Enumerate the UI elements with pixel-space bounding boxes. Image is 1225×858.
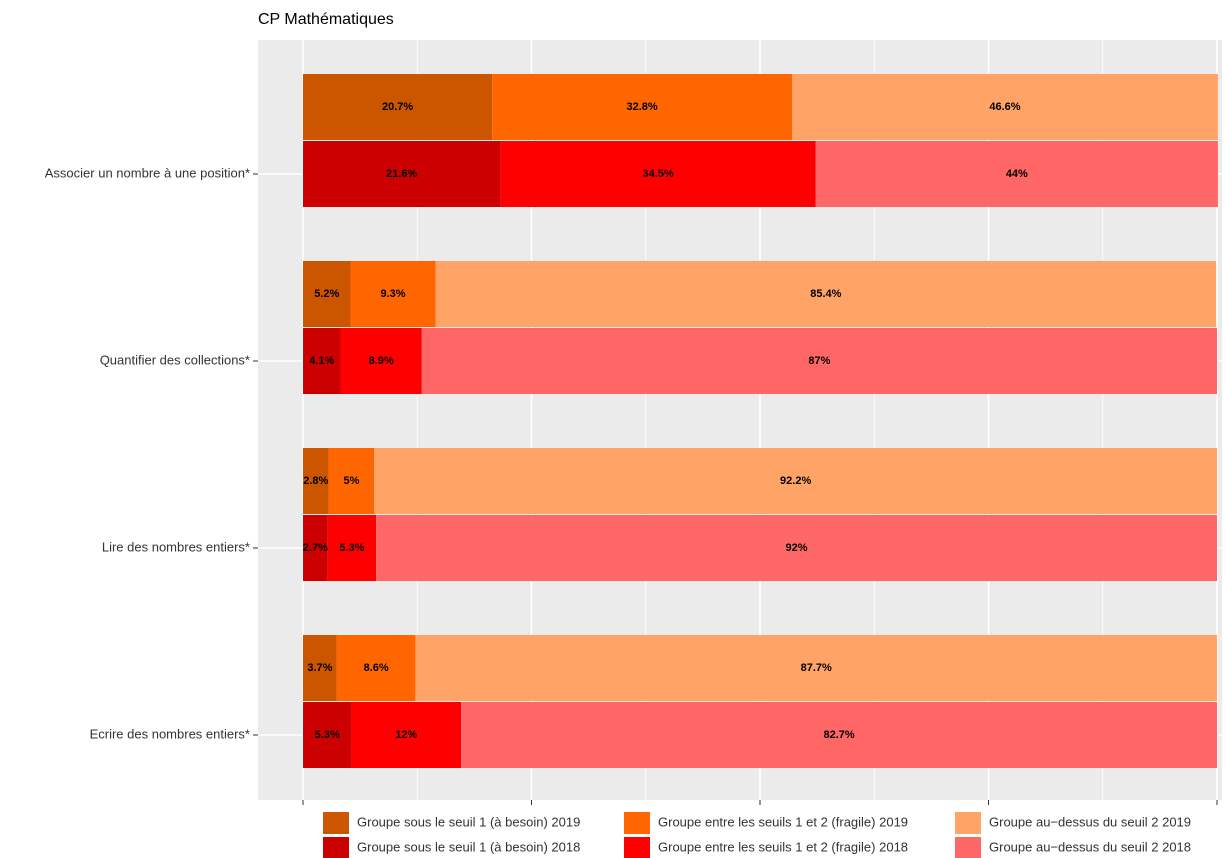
bar-segment (303, 635, 337, 701)
bar-segment (303, 515, 328, 581)
value-label: 44% (1006, 168, 1028, 180)
y-tick-label: Ecrire des nombres entiers* (90, 726, 250, 741)
bar-segment (421, 328, 1217, 394)
value-label: 8.6% (364, 662, 389, 674)
chart-title: CP Mathématiques (258, 11, 394, 28)
value-label: 87.7% (801, 662, 832, 674)
legend-label: Groupe entre les seuils 1 et 2 (fragile)… (658, 839, 908, 854)
legend-key (624, 812, 650, 834)
value-label: 92% (786, 542, 808, 554)
bar-segment (350, 261, 436, 327)
bar-segment (815, 141, 1218, 207)
bar-segment (336, 635, 416, 701)
value-label: 5.3% (315, 729, 340, 741)
bar-segment (374, 448, 1217, 514)
bar-segment (435, 261, 1217, 327)
value-label: 5% (343, 475, 359, 487)
legend-key (323, 812, 349, 834)
bar-segment (327, 515, 377, 581)
bar-segment (303, 141, 501, 207)
bar-segment (492, 74, 792, 140)
value-label: 8.9% (369, 355, 394, 367)
bar-segment (351, 702, 462, 768)
value-label: 87% (808, 355, 830, 367)
legend-key (955, 812, 981, 834)
value-label: 85.4% (810, 288, 841, 300)
bar-segment (500, 141, 816, 207)
bar-segment (340, 328, 422, 394)
value-label: 2.8% (303, 475, 328, 487)
bar-segment (303, 328, 341, 394)
legend-label: Groupe sous le seuil 1 (à besoin) 2019 (357, 814, 580, 829)
bar-segment (303, 448, 329, 514)
bar-segment (791, 74, 1218, 140)
value-label: 5.2% (314, 288, 339, 300)
bar-segment (303, 74, 493, 140)
legend-key (323, 837, 349, 858)
value-label: 92.2% (780, 475, 811, 487)
y-tick-label: Lire des nombres entiers* (102, 539, 250, 554)
bar-segment (415, 635, 1217, 701)
bar-segment (376, 515, 1217, 581)
value-label: 4.1% (309, 355, 334, 367)
value-label: 5.3% (339, 542, 364, 554)
value-label: 3.7% (307, 662, 332, 674)
value-label: 46.6% (989, 101, 1020, 113)
value-label: 34.5% (642, 168, 673, 180)
legend-label: Groupe sous le seuil 1 (à besoin) 2018 (357, 839, 580, 854)
bar-segment (303, 702, 352, 768)
legend-label: Groupe au−dessus du seuil 2 2019 (989, 814, 1191, 829)
value-label: 12% (395, 729, 417, 741)
bar-segment (303, 261, 351, 327)
value-label: 82.7% (823, 729, 854, 741)
value-label: 32.8% (626, 101, 657, 113)
value-label: 2.7% (303, 542, 328, 554)
y-tick-label: Associer un nombre à une position* (45, 165, 250, 180)
bar-segment (328, 448, 375, 514)
legend-key (624, 837, 650, 858)
legend-key (955, 837, 981, 858)
bar-segment (461, 702, 1217, 768)
legend-label: Groupe au−dessus du seuil 2 2018 (989, 839, 1191, 854)
value-label: 9.3% (380, 288, 405, 300)
legend-label: Groupe entre les seuils 1 et 2 (fragile)… (658, 814, 908, 829)
value-label: 21.6% (386, 168, 417, 180)
y-tick-label: Quantifier des collections* (100, 352, 250, 367)
value-label: 20.7% (382, 101, 413, 113)
